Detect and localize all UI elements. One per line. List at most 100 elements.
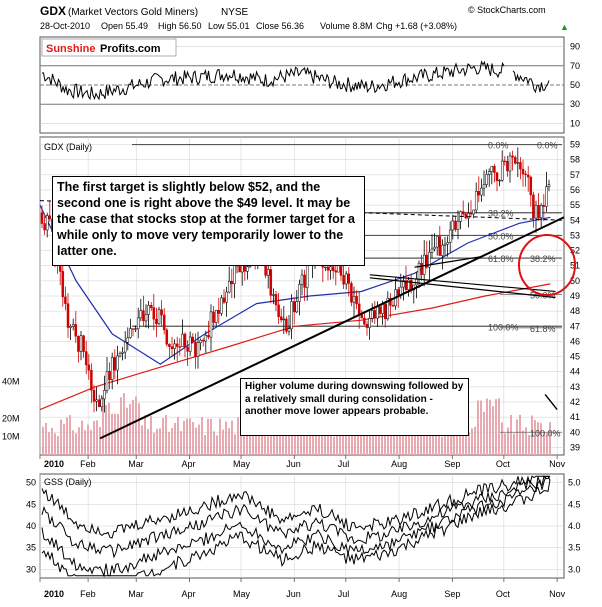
volume-tick-label: 10M — [2, 432, 20, 442]
candle-body — [162, 314, 166, 331]
x-axis-label: Jul — [338, 459, 350, 469]
volume-bar — [435, 427, 437, 455]
rsi-tick-label: 30 — [570, 99, 580, 109]
candle-body — [391, 305, 395, 307]
gss-series-line — [41, 479, 551, 577]
candle-body — [183, 333, 187, 348]
volume-bar — [234, 434, 236, 455]
volume-bar — [474, 426, 476, 455]
volume-bar — [402, 423, 404, 455]
x-axis-label: May — [233, 459, 251, 469]
candle-body — [199, 339, 202, 343]
candle-body — [493, 165, 496, 173]
volume-bar — [198, 424, 200, 455]
candle-body — [485, 174, 488, 185]
gss-left-tick-label: 45 — [26, 499, 36, 509]
candle-body — [443, 243, 447, 246]
fib-right-label: 38.2% — [530, 254, 556, 264]
volume-tick-label: 20M — [2, 413, 20, 423]
volume-bar — [417, 431, 419, 455]
candle-body — [402, 280, 405, 288]
volume-bar — [309, 420, 311, 455]
price-tick-label: 42 — [570, 397, 580, 407]
volume-bar — [102, 396, 104, 455]
candle-body — [480, 187, 483, 196]
price-tick-label: 56 — [570, 185, 580, 195]
volume-bar — [336, 422, 338, 455]
volume-bar — [72, 430, 74, 455]
volume-bar — [48, 432, 50, 455]
candle-body — [61, 271, 65, 298]
volume-bar — [135, 396, 137, 455]
rsi-tick-label: 70 — [570, 61, 580, 71]
price-tick-label: 46 — [570, 336, 580, 346]
candle-body — [207, 335, 210, 338]
volume-bar — [264, 432, 266, 455]
x-axis-label: Sep — [444, 459, 460, 469]
candle-body — [123, 341, 127, 353]
volume-bar — [306, 426, 308, 455]
candle-body — [214, 309, 218, 323]
candle-body — [433, 246, 436, 250]
volume-bar — [480, 400, 482, 455]
volume-bar — [177, 416, 179, 455]
price-tick-label: 52 — [570, 246, 580, 256]
annotation-volume-box: Higher volume during downswing followed … — [240, 378, 469, 436]
target-circle — [518, 234, 576, 296]
candle-body — [511, 155, 514, 158]
candle-body — [383, 304, 387, 320]
candle-body — [204, 335, 208, 342]
candle-body — [461, 211, 465, 215]
candle-body — [157, 309, 161, 325]
candle-body — [464, 213, 468, 219]
price-tick-label: 57 — [570, 170, 580, 180]
volume-bar — [93, 421, 95, 455]
price-tick-label: 53 — [570, 230, 580, 240]
candle-body — [87, 364, 91, 371]
volume-bar — [339, 433, 341, 455]
volume-bar — [444, 424, 446, 455]
volume-bar — [189, 418, 191, 455]
fib-left-label: 0.0% — [488, 141, 509, 151]
rsi-line — [41, 60, 550, 101]
volume-bar — [549, 422, 551, 455]
price-tick-label: 55 — [570, 200, 580, 210]
candle-body — [66, 303, 70, 328]
volume-bar — [180, 431, 182, 455]
gss-left-tick-label: 40 — [26, 521, 36, 531]
volume-bar — [510, 414, 512, 455]
candle-body — [448, 229, 452, 243]
volume-bar — [318, 426, 320, 455]
volume-bar — [168, 431, 170, 455]
x-axis-bottom: 2010 Feb Mar Apr May Jun Jul Aug Sep Oct Nov — [39, 578, 566, 599]
annotation-target-box: The first target is slightly below $52, … — [52, 176, 365, 266]
candle-body — [490, 165, 494, 172]
volume-bar — [243, 419, 245, 455]
volume-bar — [408, 427, 410, 455]
volume-bar — [312, 435, 314, 455]
volume-bar — [228, 428, 230, 455]
candle-body — [545, 186, 548, 207]
volume-bar — [129, 404, 131, 455]
fib-left-label: 50.0% — [488, 231, 514, 241]
candle-body — [350, 283, 353, 303]
candle-body — [71, 324, 75, 327]
volume-bar — [174, 422, 176, 455]
volume-bar — [507, 427, 509, 455]
volume-bar — [90, 429, 92, 455]
gss-left-tick-label: 30 — [26, 564, 36, 574]
volume-bar — [300, 421, 302, 455]
volume-bar — [267, 436, 269, 455]
volume-bar — [57, 436, 59, 455]
candle-body — [103, 390, 106, 400]
candle-body — [360, 314, 364, 319]
candle-body — [144, 314, 148, 322]
volume-bar — [150, 415, 152, 455]
volume-tick-label: 40M — [2, 377, 20, 387]
candle-body — [269, 269, 273, 296]
gss-series-line — [41, 475, 551, 578]
candle-body — [277, 304, 280, 318]
volume-bar — [522, 430, 524, 455]
volume-bar — [498, 398, 500, 455]
header-change: Chg +1.68 (+3.08%) — [376, 21, 457, 31]
